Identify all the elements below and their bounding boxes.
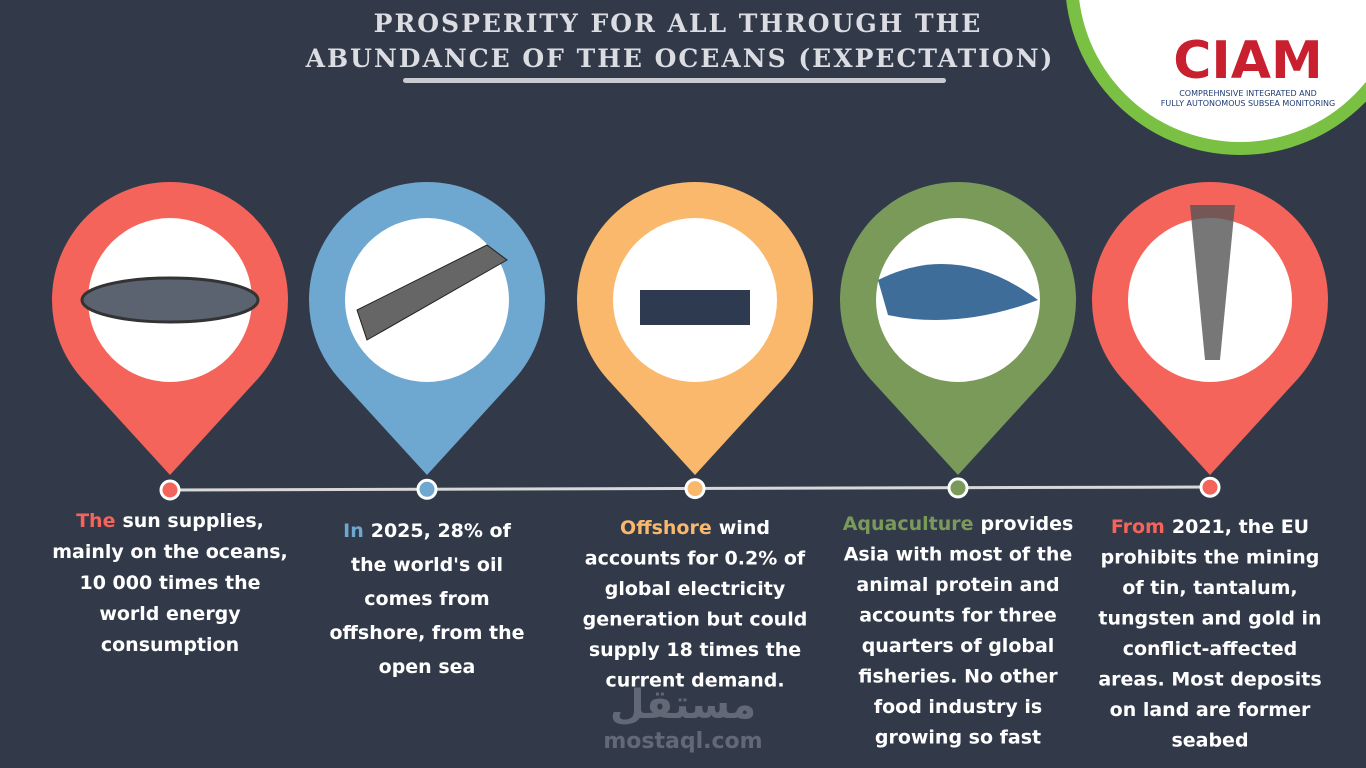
illustration <box>356 244 508 341</box>
timeline-dot <box>947 477 969 499</box>
item-text: accounts for 0.2% of <box>585 548 806 570</box>
item-text: comes from <box>364 588 489 610</box>
item-text: supply 18 times the <box>589 639 801 661</box>
item-text: accounts for three <box>859 605 1057 627</box>
title-underline <box>403 78 946 83</box>
item-highlight: The <box>76 510 115 532</box>
item-text: In 2025, 28% of <box>343 520 511 542</box>
item-text: areas. Most deposits <box>1098 669 1321 691</box>
item-text: quarters of global <box>862 635 1055 657</box>
item-text: the world's oil <box>351 554 503 576</box>
item-text: of tin, tantalum, <box>1122 577 1297 599</box>
item-text: offshore, from the <box>329 622 524 644</box>
item-text: mainly on the oceans, <box>52 541 288 563</box>
item-text: food industry is <box>874 696 1042 718</box>
item-text: animal protein and <box>856 574 1059 596</box>
item-text: prohibits the mining <box>1101 547 1320 569</box>
watermark-site: mostaql.com <box>603 729 762 754</box>
title-line: PROSPERITY FOR ALL THROUGH THE <box>374 9 983 38</box>
item-text: From 2021, the EU <box>1111 516 1309 538</box>
item-text: The sun supplies, <box>76 510 264 532</box>
item-text: Offshore wind <box>620 517 770 539</box>
item-highlight: Aquaculture <box>843 513 974 535</box>
illustration <box>878 264 1038 320</box>
item-line: 2021, the EU <box>1172 516 1309 538</box>
timeline-dot <box>159 479 181 501</box>
item-text: growing so fast <box>875 727 1041 749</box>
item-text: conflict-affected <box>1123 638 1298 660</box>
item-text: world energy <box>99 603 241 625</box>
watermark-arabic: مستقل <box>610 682 756 728</box>
item-text: consumption <box>101 634 239 656</box>
item-text: current demand. <box>605 670 784 692</box>
illustration <box>80 276 260 324</box>
title-line: ABUNDANCE OF THE OCEANS (EXPECTATION) <box>305 44 1055 73</box>
item-line: sun supplies, <box>122 510 263 532</box>
logo-name: CIAM <box>1173 31 1323 91</box>
illustration <box>1190 205 1235 360</box>
item-text: 10 000 times the <box>79 572 260 594</box>
item-text: open sea <box>379 656 476 678</box>
item-highlight: Offshore <box>620 517 712 539</box>
logo-disc <box>1079 0 1366 142</box>
item-text: on land are former <box>1110 699 1311 721</box>
item-text: Aquaculture provides <box>843 513 1074 535</box>
timeline-dot <box>416 478 438 500</box>
timeline-dot <box>1199 476 1221 498</box>
item-text: generation but could <box>583 609 808 631</box>
item-text: seabed <box>1171 730 1248 752</box>
timeline-dot <box>684 478 706 500</box>
item-line: provides <box>981 513 1074 535</box>
item-highlight: In <box>343 520 364 542</box>
logo-line: COMPREHNSIVE INTEGRATED AND <box>1179 89 1317 98</box>
illustration <box>640 290 750 325</box>
item-text: fisheries. No other <box>858 666 1058 688</box>
item-line: wind <box>719 517 770 539</box>
item-text: global electricity <box>605 578 786 600</box>
item-text: tungsten and gold in <box>1098 608 1321 630</box>
item-text: Asia with most of the <box>844 544 1073 566</box>
item-highlight: From <box>1111 516 1165 538</box>
item-line: 2025, 28% of <box>371 520 512 542</box>
logo-line: FULLY AUTONOMOUS SUBSEA MONITORING <box>1161 99 1335 108</box>
